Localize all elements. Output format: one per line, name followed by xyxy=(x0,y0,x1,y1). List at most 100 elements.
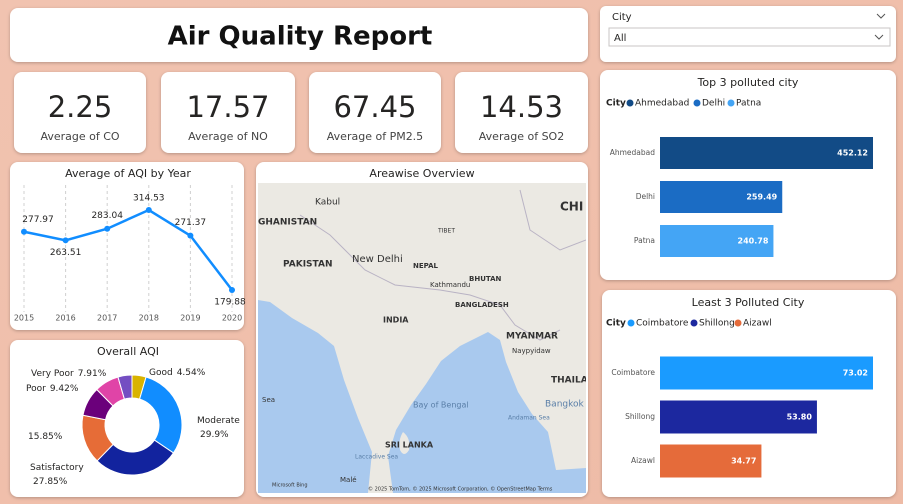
slice-value: 9.42% xyxy=(50,384,79,394)
charts: 2015 2016 2017 2018 2019 2020 277.97 263.51 283.… xyxy=(14,76,873,487)
map-label: Kabul xyxy=(315,198,340,208)
border-line xyxy=(299,214,561,341)
data-label: 73.02 xyxy=(843,369,868,378)
y-tick-label: Delhi xyxy=(636,192,655,201)
x-tick-label: 2016 xyxy=(55,314,75,323)
map-label: Laccadive Sea xyxy=(355,454,398,461)
legend-label[interactable]: Aizawl xyxy=(743,319,772,329)
legend-swatch xyxy=(690,319,698,327)
slice-label: Very Poor 7.91% xyxy=(31,369,107,379)
kpi-card xyxy=(14,72,146,153)
map-label: Microsoft Bing xyxy=(272,483,308,489)
legend-label[interactable]: Ahmedabad xyxy=(635,99,689,109)
data-label: 34.77 xyxy=(731,457,756,466)
y-tick-label: Aizawl xyxy=(631,456,655,465)
data-label: 259.49 xyxy=(746,193,777,202)
line-point xyxy=(104,225,111,232)
filter-collapse-icon[interactable] xyxy=(876,13,886,19)
map-label: Sea xyxy=(262,396,275,404)
bar[interactable] xyxy=(660,181,783,213)
kpi-card xyxy=(455,72,588,153)
kpi-card xyxy=(161,72,295,153)
chart-title: Least 3 Polluted City xyxy=(692,296,805,309)
map-label: Bay of Bengal xyxy=(413,401,469,410)
map-label: BHUTAN xyxy=(469,275,502,283)
data-label: 263.51 xyxy=(50,248,82,258)
data-label: 314.53 xyxy=(133,194,165,204)
map-label: New Delhi xyxy=(352,254,403,265)
slice-value: 4.54% xyxy=(177,368,206,378)
slice-value: 15.85% xyxy=(28,432,63,442)
map-title: Areawise Overview xyxy=(369,167,474,180)
legend-label[interactable]: Coimbatore xyxy=(636,319,689,329)
x-tick-label: 2018 xyxy=(139,314,159,323)
legend-swatch xyxy=(626,99,634,107)
legend-label[interactable]: Delhi xyxy=(702,99,725,109)
x-tick-label: 2015 xyxy=(14,314,34,323)
map-label: Bangkok xyxy=(545,400,585,410)
dropdown-chevron[interactable] xyxy=(874,34,884,40)
legend-swatch xyxy=(627,319,635,327)
bar[interactable] xyxy=(660,225,774,257)
line-point xyxy=(145,207,152,213)
legend-title: City xyxy=(606,99,626,109)
data-label: 271.37 xyxy=(175,218,207,228)
map-label: CHI xyxy=(560,200,583,214)
filter-label: City xyxy=(612,12,632,23)
filter-value: All xyxy=(614,33,626,44)
kpi-value: 2.25 xyxy=(48,90,113,124)
page-title: Air Quality Report xyxy=(168,22,433,52)
legend-swatch xyxy=(734,319,742,327)
bar[interactable] xyxy=(660,137,873,169)
title-card xyxy=(10,8,588,62)
donut-slice[interactable] xyxy=(117,374,133,400)
map-label: TIBET xyxy=(437,228,455,235)
legend-swatch xyxy=(693,99,701,107)
legend-label[interactable]: Patna xyxy=(736,99,761,109)
data-label: 283.04 xyxy=(91,211,123,221)
y-tick-label: Coimbatore xyxy=(611,368,655,377)
data-label: 277.97 xyxy=(22,215,54,225)
legend-label[interactable]: Shillong xyxy=(699,319,735,329)
line-point xyxy=(187,232,194,239)
bar[interactable] xyxy=(660,356,873,390)
slice-label: Satisfactory 27.85% xyxy=(30,463,84,487)
slice-category: Good xyxy=(149,368,173,378)
kpi-value: 67.45 xyxy=(333,90,416,124)
map[interactable]: Kabul GHANISTAN TIBET CHI PAKISTAN New Delhi N… xyxy=(258,183,588,493)
legend-swatch xyxy=(727,99,735,107)
line-series xyxy=(23,208,233,291)
data-label: 240.78 xyxy=(738,237,769,246)
slice-category: Very Poor xyxy=(31,369,74,379)
map-label: THAILA xyxy=(551,376,588,386)
x-tick-label: 2020 xyxy=(222,314,242,323)
legend-title: City xyxy=(606,319,626,329)
donut-card xyxy=(10,340,244,497)
kpi-value: 14.53 xyxy=(480,90,563,124)
map-label: MYANMAR xyxy=(506,332,558,342)
slice-category: Satisfactory xyxy=(30,463,84,473)
bar[interactable] xyxy=(660,400,817,434)
kpi-label: Average of SO2 xyxy=(479,130,564,143)
kpi-label: Average of CO xyxy=(40,130,119,143)
slice-label: Good 4.54% xyxy=(149,368,206,378)
map-label: Andaman Sea xyxy=(508,415,550,422)
data-label: 179.88 xyxy=(214,298,246,308)
map-label: Malé xyxy=(340,476,357,484)
data-label: 452.12 xyxy=(837,149,868,158)
line-point xyxy=(21,228,27,235)
slice-label: Moderate 29.9% xyxy=(197,416,240,440)
kpi-card xyxy=(309,72,441,153)
filter-dropdown[interactable] xyxy=(608,27,891,47)
slice-label: Poor 9.42% xyxy=(26,384,79,394)
slice-value: 7.91% xyxy=(78,369,107,379)
line-point xyxy=(229,287,235,293)
chart-title: Average of AQI by Year xyxy=(65,167,191,180)
map-labels: Kabul GHANISTAN TIBET CHI PAKISTAN New Delhi N… xyxy=(258,198,588,493)
y-tick-label: Ahmedabad xyxy=(610,148,656,157)
map-label: BANGLADESH xyxy=(455,301,509,309)
kpi-label: Average of NO xyxy=(188,130,268,143)
bar[interactable] xyxy=(660,444,762,478)
line-card xyxy=(10,162,244,330)
